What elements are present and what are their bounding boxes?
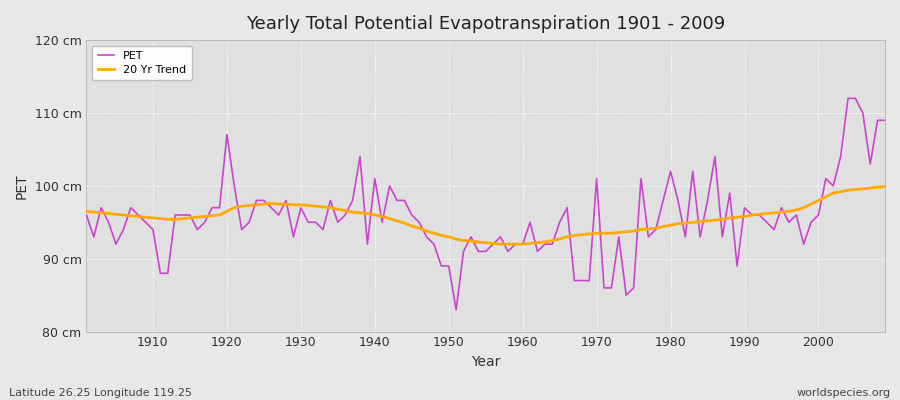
Title: Yearly Total Potential Evapotranspiration 1901 - 2009: Yearly Total Potential Evapotranspiratio… bbox=[246, 15, 725, 33]
20 Yr Trend bbox=[140, 215, 151, 220]
PET bbox=[842, 96, 853, 101]
Y-axis label: PET: PET bbox=[15, 173, 29, 199]
Line: 20 Yr Trend: 20 Yr Trend bbox=[86, 186, 885, 244]
20 Yr Trend bbox=[347, 210, 358, 214]
X-axis label: Year: Year bbox=[471, 355, 500, 369]
Legend: PET, 20 Yr Trend: PET, 20 Yr Trend bbox=[92, 46, 192, 80]
20 Yr Trend bbox=[525, 241, 535, 246]
PET bbox=[518, 242, 528, 246]
PET bbox=[140, 220, 151, 225]
20 Yr Trend bbox=[495, 242, 506, 246]
20 Yr Trend bbox=[518, 242, 528, 246]
20 Yr Trend bbox=[81, 209, 92, 214]
Text: Latitude 26.25 Longitude 119.25: Latitude 26.25 Longitude 119.25 bbox=[9, 388, 192, 398]
20 Yr Trend bbox=[879, 184, 890, 189]
Line: PET: PET bbox=[86, 98, 885, 310]
PET bbox=[451, 307, 462, 312]
20 Yr Trend bbox=[614, 230, 625, 235]
PET bbox=[525, 220, 535, 225]
Text: worldspecies.org: worldspecies.org bbox=[796, 388, 891, 398]
PET bbox=[302, 220, 313, 225]
PET bbox=[879, 118, 890, 123]
PET bbox=[81, 212, 92, 217]
PET bbox=[347, 198, 358, 203]
PET bbox=[614, 234, 625, 239]
20 Yr Trend bbox=[302, 203, 313, 208]
